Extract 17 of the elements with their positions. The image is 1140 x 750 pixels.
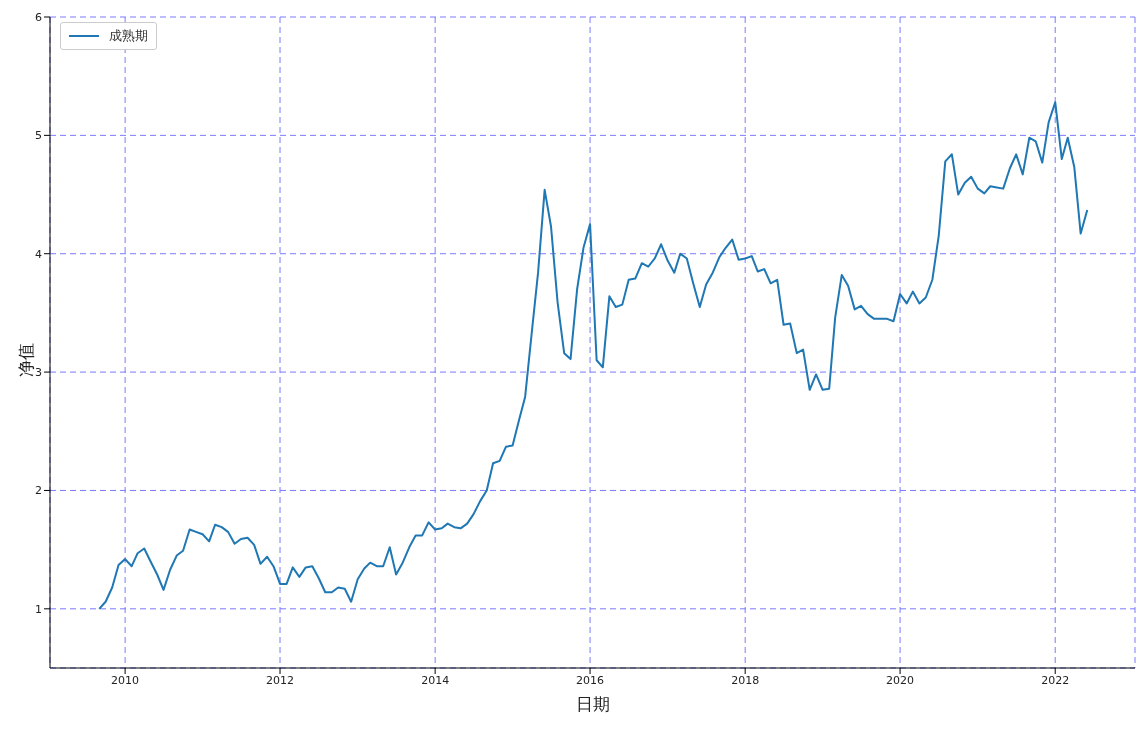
x-axis-title: 日期 xyxy=(575,694,610,714)
line-series xyxy=(98,101,1089,610)
legend-label: 成熟期 xyxy=(109,27,148,45)
x-tick-label: 2022 xyxy=(1041,673,1070,687)
x-tick-label: 2012 xyxy=(266,673,295,687)
y-tick-label: 3 xyxy=(35,366,42,379)
y-tick-label: 6 xyxy=(35,10,42,24)
y-tick-label: 4 xyxy=(35,247,42,261)
y-tick-label: 2 xyxy=(35,484,42,498)
y-axis-title: 净值 xyxy=(16,342,37,377)
x-tick-label: 2020 xyxy=(886,673,915,687)
y-tick-label: 1 xyxy=(35,602,42,616)
x-tick-label: 2018 xyxy=(731,673,760,687)
x-tick-label: 2016 xyxy=(576,673,605,687)
y-tick-label: 5 xyxy=(35,129,42,143)
x-tick-label: 2014 xyxy=(421,673,450,687)
x-tick-label: 2010 xyxy=(111,673,140,687)
